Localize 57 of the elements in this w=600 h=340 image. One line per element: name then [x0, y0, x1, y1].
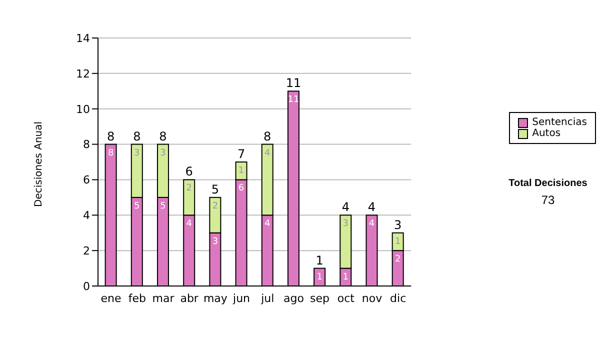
total-label: 8 — [106, 129, 115, 144]
data-label: 4 — [264, 219, 270, 230]
data-label: 3 — [134, 148, 140, 158]
total-label: 3 — [394, 218, 402, 232]
data-label: 2 — [212, 201, 218, 212]
total-label: 11 — [286, 76, 302, 90]
y-tick-label: 8 — [83, 138, 90, 152]
data-label: 8 — [108, 148, 114, 158]
total-label: 8 — [264, 129, 272, 144]
x-tick-label: sep — [310, 292, 330, 305]
x-tick-label: dic — [390, 292, 406, 305]
text: 73 — [540, 193, 556, 207]
total-label: 8 — [159, 129, 167, 144]
x-tick-label: abr — [180, 292, 199, 305]
y-tick-label: 4 — [83, 209, 90, 222]
data-label: 3 — [212, 236, 218, 247]
total-label: 4 — [342, 200, 350, 214]
data-label: 4 — [264, 148, 270, 158]
data-label: 3 — [160, 148, 166, 158]
data-label: 2 — [186, 184, 192, 194]
data-label: 1 — [342, 272, 349, 282]
y-tick-label: 12 — [76, 67, 90, 80]
data-label: 11 — [288, 95, 300, 106]
data-label: 1 — [316, 272, 322, 282]
total-label: 7 — [237, 147, 246, 161]
total-label: 1 — [316, 253, 324, 268]
x-tick-label: jun — [232, 292, 250, 305]
x-tick-label: ene — [100, 292, 122, 305]
y-tick-label: 10 — [76, 102, 90, 116]
x-tick-label: may — [203, 292, 228, 305]
y-tick-label: 2 — [83, 244, 90, 258]
y-axis-title: Decisiones Anual — [34, 121, 45, 207]
data-label: 4 — [186, 219, 192, 230]
x-tick-label: ago — [283, 292, 304, 305]
legend-label: Autos — [532, 128, 561, 139]
x-tick-label: feb — [128, 292, 146, 305]
total-label: 4 — [368, 200, 376, 214]
y-tick-label: 0 — [83, 280, 90, 293]
data-label: 6 — [238, 184, 244, 194]
data-label: 3 — [342, 219, 349, 230]
legend-label: Sentencias — [532, 117, 587, 128]
data-label: 5 — [160, 201, 166, 212]
x-tick-label: oct — [337, 292, 356, 305]
x-tick-label: jul — [260, 292, 274, 305]
y-tick-label: 6 — [83, 174, 90, 187]
data-label: 4 — [368, 219, 375, 230]
x-tick-label: nov — [362, 292, 383, 305]
data-label: 1 — [394, 236, 401, 247]
total-label: 8 — [133, 129, 141, 144]
y-tick-label: 14 — [76, 32, 90, 45]
data-label: 2 — [394, 254, 401, 265]
total-label: 5 — [211, 182, 219, 196]
data-label: 5 — [134, 201, 140, 212]
data-label: 1 — [238, 166, 244, 176]
text: Total Decisiones — [508, 178, 588, 189]
x-tick-label: mar — [152, 292, 175, 305]
total-label: 6 — [185, 164, 193, 179]
